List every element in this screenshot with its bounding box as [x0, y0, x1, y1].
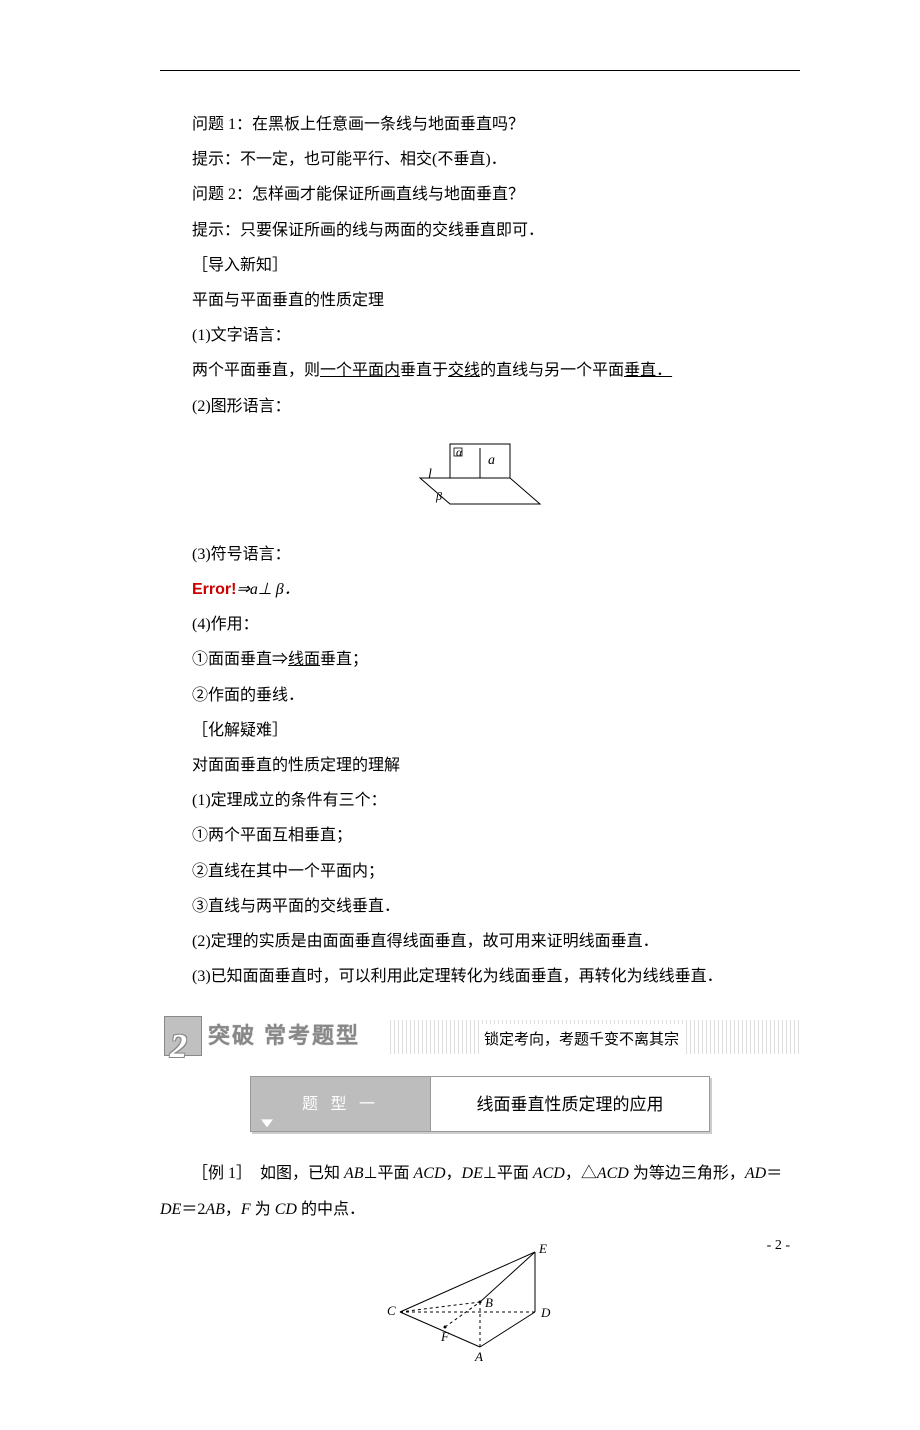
- effect1-after: 垂直；: [320, 651, 368, 668]
- error-text: Error!: [192, 581, 236, 598]
- lang1-mid2: 的直线与另一个平面: [480, 362, 624, 379]
- resolve-heading: ［化解疑难］: [160, 713, 800, 748]
- banner-slogan: 锁定考向，考题千变不离其宗: [480, 1024, 683, 1057]
- understand-title: 对面面垂直的性质定理的理解: [160, 748, 800, 783]
- label-alpha: α: [456, 445, 463, 459]
- intro-heading: ［导入新知］: [160, 248, 800, 283]
- type-box: 题 型 一 线面垂直性质定理的应用: [250, 1076, 710, 1132]
- svg-text:D: D: [540, 1305, 551, 1320]
- lang-effect-label: (4)作用：: [160, 607, 800, 642]
- effect-2: ②作面的垂线．: [160, 678, 800, 713]
- example-1: ［例 1］ 如图，已知 AB⊥平面 ACD，DE⊥平面 ACD，△ACD 为等边…: [160, 1156, 800, 1226]
- lang-text-body: 两个平面垂直，则一个平面内垂直于交线的直线与另一个平面垂直．: [160, 353, 800, 388]
- lang1-before: 两个平面垂直，则: [192, 362, 320, 379]
- svg-text:C: C: [387, 1303, 396, 1318]
- label-beta: β: [435, 489, 442, 503]
- svg-text:F: F: [440, 1329, 450, 1344]
- lang1-mid1: 垂直于: [400, 362, 448, 379]
- answer-1: 提示：不一定，也可能平行、相交(不垂直)．: [160, 142, 800, 177]
- cond-2: ②直线在其中一个平面内；: [160, 854, 800, 889]
- effect-1: ①面面垂直⇒线面垂直；: [160, 642, 800, 677]
- svg-text:E: E: [538, 1241, 547, 1256]
- answer-2: 提示：只要保证所画的线与两面的交线垂直即可．: [160, 213, 800, 248]
- banner-number: 2: [170, 1010, 187, 1085]
- cond-1: ①两个平面互相垂直；: [160, 818, 800, 853]
- top-divider: [160, 70, 800, 71]
- figure-planes: α a l β: [160, 434, 800, 527]
- essence: (2)定理的实质是由面面垂直得线面垂直，故可用来证明线面垂直．: [160, 924, 800, 959]
- page-number: - 2 -: [767, 1231, 790, 1262]
- cond-3: ③直线与两平面的交线垂直．: [160, 889, 800, 924]
- label-a: a: [488, 453, 495, 468]
- type-left-label: 题 型 一: [302, 1087, 379, 1122]
- question-2: 问题 2：怎样画才能保证所画直线与地面垂直？: [160, 177, 800, 212]
- banner-title-a: 突破: [208, 1012, 256, 1060]
- lang-symbol-label: (3)符号语言：: [160, 537, 800, 572]
- lang-text-label: (1)文字语言：: [160, 318, 800, 353]
- example-label: ［例 1］: [192, 1165, 244, 1182]
- section-banner: 2 突破 常考题型 锁定考向，考题千变不离其宗: [160, 1012, 800, 1062]
- effect1-before: ①面面垂直⇒: [192, 651, 288, 668]
- type-box-right: 线面垂直性质定理的应用: [431, 1077, 709, 1131]
- symbolic-rest: ⇒a⊥ β．: [236, 581, 299, 598]
- type-box-left: 题 型 一: [251, 1077, 431, 1131]
- lang1-u1: 一个平面内: [320, 362, 400, 379]
- known: (3)已知面面垂直时，可以利用此定理转化为线面垂直，再转化为线线垂直．: [160, 959, 800, 994]
- question-1: 问题 1：在黑板上任意画一条线与地面垂直吗？: [160, 107, 800, 142]
- lang1-u3: 垂直．: [624, 362, 672, 379]
- example-body: 如图，已知 AB⊥平面 ACD，DE⊥平面 ACD，△ACD 为等边三角形，AD…: [160, 1165, 782, 1217]
- theorem-title: 平面与平面垂直的性质定理: [160, 283, 800, 318]
- svg-text:A: A: [474, 1349, 483, 1364]
- label-l: l: [428, 467, 432, 482]
- symbolic-expr: Error!⇒a⊥ β．: [160, 572, 800, 607]
- cond-intro: (1)定理成立的条件有三个：: [160, 783, 800, 818]
- lang1-u2: 交线: [448, 362, 480, 379]
- lang-graphic-label: (2)图形语言：: [160, 389, 800, 424]
- figure-example: A B C D E F: [160, 1237, 800, 1380]
- svg-text:B: B: [485, 1295, 493, 1310]
- banner-title-b: 常考题型: [264, 1012, 360, 1060]
- effect1-u: 线面: [288, 651, 320, 668]
